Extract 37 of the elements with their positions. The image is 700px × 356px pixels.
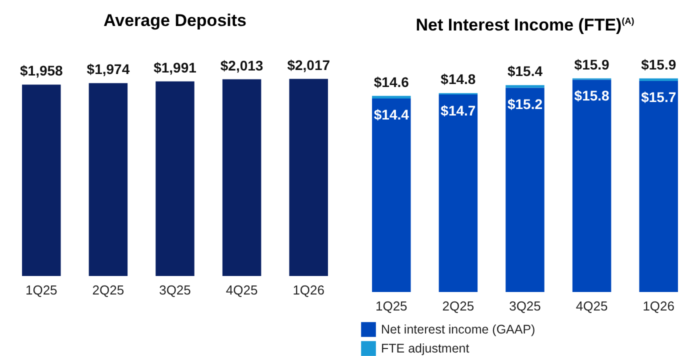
x-tick-label: 2Q25 [442, 298, 474, 314]
chart-title: Net Interest Income (FTE)$^{(A)}$ [414, 14, 636, 36]
data-label: $2,017 [287, 56, 330, 73]
data-label: $1,991 [154, 59, 197, 76]
data-label: $2,013 [220, 57, 264, 74]
total-label: $15.9 [641, 56, 676, 72]
legend-label: FTE adjustment [381, 342, 470, 356]
total-label: $14.8 [440, 71, 476, 88]
legend-label: Net interest income (GAAP) [381, 322, 536, 336]
bar [639, 81, 678, 292]
x-tick-label: 1Q25 [375, 298, 408, 314]
chart-title: Average Deposits [102, 10, 248, 32]
x-tick-label: 4Q25 [576, 298, 608, 314]
bar [438, 94, 478, 292]
data-label: $15.7 [641, 89, 676, 106]
bar [372, 98, 411, 292]
total-label: $15.4 [507, 63, 543, 80]
x-tick-label: 3Q25 [159, 282, 191, 298]
data-label: $15.8 [574, 88, 610, 104]
data-label: $14.4 [374, 106, 410, 122]
data-label: $1,958 [20, 62, 64, 79]
x-tick-label: 2Q25 [92, 282, 124, 298]
x-tick-label: 1Q25 [25, 282, 58, 298]
total-label: $15.9 [574, 56, 610, 72]
x-tick-label: 1Q26 [642, 298, 675, 314]
bar [506, 88, 544, 292]
x-tick-label: 3Q25 [509, 298, 541, 314]
x-tick-label: 4Q25 [226, 282, 258, 298]
data-label: $14.7 [440, 102, 476, 118]
bar [506, 85, 544, 88]
x-tick-label: 1Q26 [292, 282, 325, 298]
bar [372, 96, 411, 98]
data-label: $1,974 [86, 61, 130, 78]
data-label: $15.2 [507, 96, 543, 112]
bar [572, 80, 612, 292]
bar [639, 78, 678, 82]
total-label: $14.6 [374, 74, 410, 90]
